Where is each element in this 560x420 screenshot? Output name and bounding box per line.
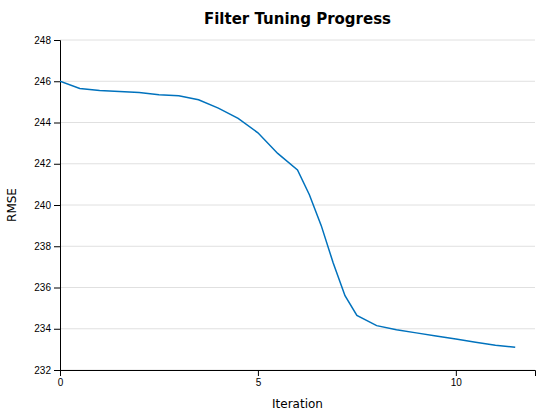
y-tick: 244 [34,117,60,128]
grid-line [60,163,535,164]
x-axis: 0 5 10 [58,370,536,388]
marks [60,81,515,347]
x-tick-mark [258,370,259,376]
x-tick-label: 10 [451,377,463,388]
y-tick-mark [54,288,60,289]
grid-line [60,81,535,82]
x-tick: 10 [451,370,463,388]
y-tick: 248 [34,35,60,46]
y-tick-label: 246 [34,76,51,87]
plot: 0 5 10 232 234 236 238 240 242 244 246 248 [34,35,535,388]
y-axis: 232 234 236 238 240 242 244 246 248 [34,35,60,376]
chart: 0 5 10 232 234 236 238 240 242 244 246 248 Filter Tu… [0,0,560,420]
y-tick: 232 [34,365,60,376]
y-tick-mark [54,246,60,247]
y-tick-label: 242 [34,158,51,169]
y-axis-title: RMSE [5,188,19,222]
y-tick-mark [54,370,60,371]
x-axis-line [61,371,536,377]
y-tick-label: 240 [34,200,51,211]
grid-line [60,246,535,247]
y-tick: 234 [34,323,60,334]
y-tick-mark [54,40,60,41]
x-tick-mark [456,370,457,376]
y-tick-label: 232 [34,365,51,376]
y-tick: 236 [34,282,60,293]
grid-line [60,40,535,41]
x-axis-title: Iteration [272,397,323,411]
y-tick-mark [54,205,60,206]
y-tick-label: 248 [34,35,51,46]
y-tick-label: 244 [34,117,51,128]
y-tick: 240 [34,200,60,211]
x-tick-label: 5 [256,377,262,388]
grid-line [60,205,535,206]
grid [60,40,535,370]
line [60,81,515,347]
x-tick: 0 [58,370,64,388]
y-tick-mark [54,164,60,165]
x-tick-label: 0 [58,377,64,388]
grid-line [60,328,535,329]
y-tick-mark [54,81,60,82]
y-tick: 246 [34,76,60,87]
grid-line [60,287,535,288]
title: Filter Tuning Progress [204,10,391,28]
y-axis-line [54,41,61,371]
y-tick-mark [54,329,60,330]
y-tick-label: 234 [34,323,51,334]
y-tick-mark [54,123,60,124]
y-tick-label: 236 [34,282,51,293]
grid-line [60,122,535,123]
x-tick: 5 [256,370,262,388]
y-tick: 242 [34,158,60,169]
y-tick: 238 [34,241,60,252]
y-tick-label: 238 [34,241,51,252]
